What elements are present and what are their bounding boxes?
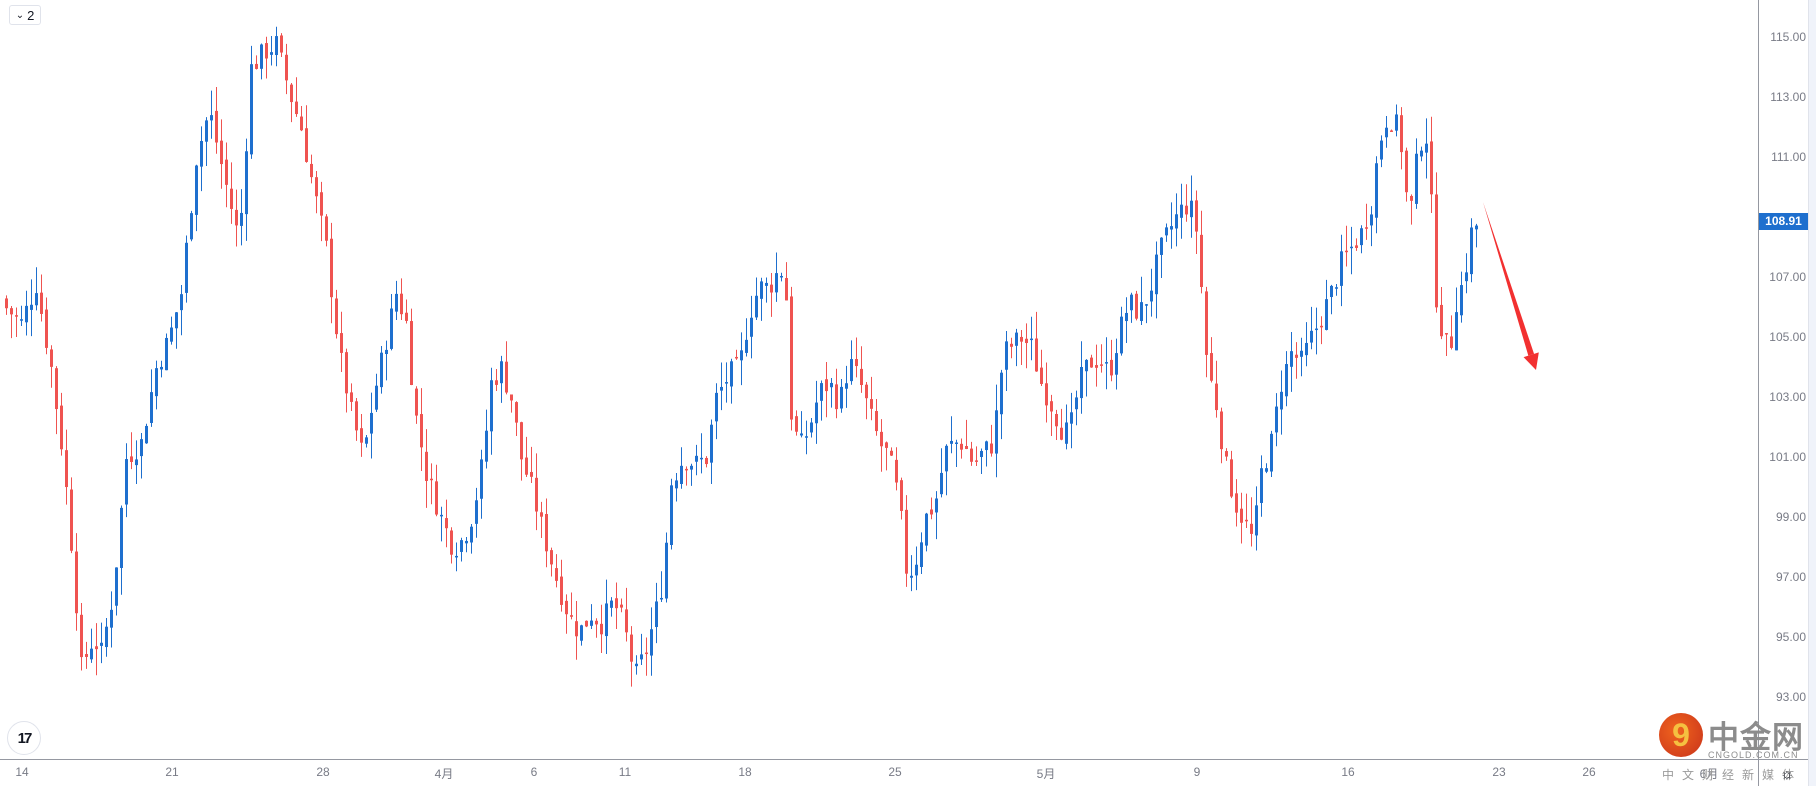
time-axis-border: [0, 759, 1816, 760]
time-axis-label: 5月: [1036, 767, 1056, 781]
time-axis-label: 6月: [1699, 767, 1719, 781]
legend-toggle-button[interactable]: ⌄ 2: [9, 5, 41, 25]
bearish-arrow-icon: [1483, 202, 1539, 370]
watermark-tagline: 中文财经新媒体: [1662, 768, 1803, 782]
watermark-subtitle: CNGOLD.COM.CN: [1708, 750, 1799, 760]
cngold-logo-glyph: 9: [1672, 717, 1690, 753]
settings-gear-icon[interactable]: ☼: [1780, 766, 1794, 783]
time-axis-label: 18: [738, 765, 752, 779]
last-price-badge: 108.91: [1759, 213, 1808, 230]
time-axis-label: 11: [618, 765, 632, 779]
legend-count: 2: [27, 7, 35, 23]
time-axis-label: 14: [15, 765, 29, 779]
time-axis-label: 6: [530, 765, 538, 779]
time-axis-label: 21: [165, 765, 179, 779]
cngold-logo-icon: [1659, 713, 1703, 757]
price-axis-label: 101.00: [1769, 450, 1806, 464]
tradingview-logo[interactable]: 17: [7, 721, 41, 755]
price-axis-label: 93.00: [1775, 690, 1806, 704]
price-axis-label: 105.00: [1769, 330, 1806, 344]
watermark: 9 中金网 CNGOLD.COM.CN 中文财经新媒体: [1656, 712, 1806, 782]
price-axis-label: 115.00: [1770, 30, 1806, 44]
price-axis-label: 103.00: [1769, 390, 1806, 404]
time-axis-label: 9: [1193, 765, 1201, 779]
right-scroll-edge: [1808, 0, 1816, 786]
price-axis-border: [1758, 0, 1759, 786]
watermark-title: 中金网: [1708, 720, 1804, 755]
time-axis-label: 26: [1582, 765, 1596, 779]
price-axis-label: 111.00: [1771, 150, 1806, 164]
time-axis-label: 25: [888, 765, 902, 779]
price-axis-label: 99.00: [1775, 510, 1806, 524]
price-axis-label: 113.00: [1770, 90, 1806, 104]
price-axis-label: 107.00: [1769, 270, 1806, 284]
time-axis-label: 4月: [434, 767, 454, 781]
time-axis-label: 16: [1341, 765, 1355, 779]
price-axis-label: 95.00: [1775, 630, 1806, 644]
chevron-down-icon: ⌄: [15, 9, 25, 21]
price-axis-label: 97.00: [1775, 570, 1806, 584]
time-axis-label: 28: [316, 765, 330, 779]
time-axis-label: 23: [1492, 765, 1506, 779]
